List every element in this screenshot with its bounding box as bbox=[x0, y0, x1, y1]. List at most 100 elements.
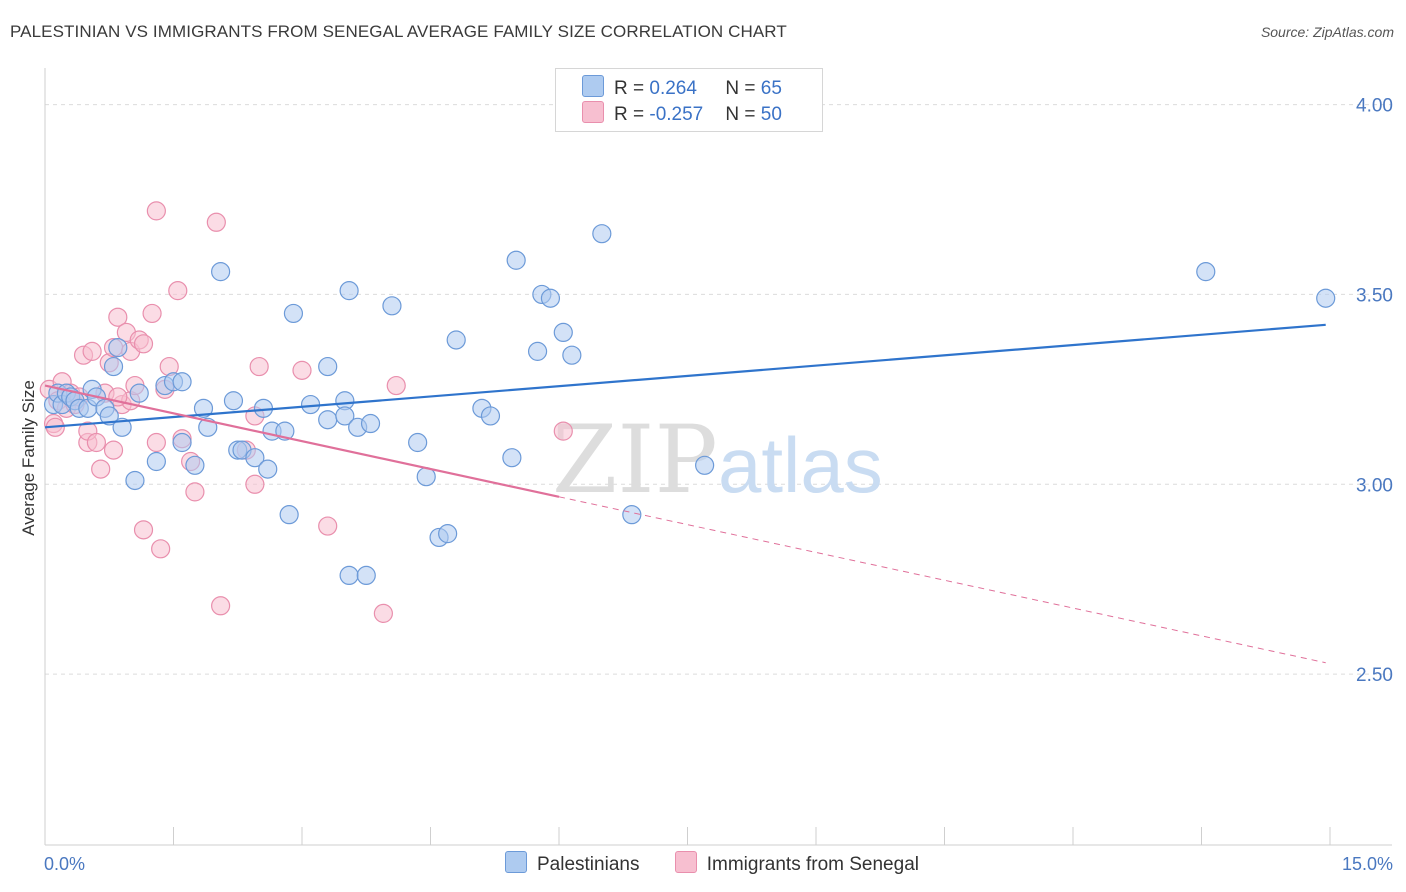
palestinian-point bbox=[283, 303, 304, 324]
legend-r-label: R = bbox=[614, 104, 650, 125]
axes bbox=[44, 68, 1392, 846]
palestinian-point bbox=[185, 455, 205, 475]
legend-row-senegal: R = -0.257 N = 50 bbox=[582, 101, 782, 127]
series-legend: Palestinians Immigrants from Senegal bbox=[505, 851, 949, 876]
tick-labels: 2.50 3.00 3.50 4.00 0.0% 15.0% bbox=[44, 96, 1393, 874]
y-axis-label: Average Family Size bbox=[19, 380, 38, 536]
legend-r-value: 0.264 bbox=[649, 78, 697, 99]
senegal-point bbox=[211, 596, 231, 616]
legend-n-label: N = bbox=[725, 104, 761, 125]
palestinian-point bbox=[129, 383, 149, 403]
palestinian-point bbox=[339, 565, 359, 586]
senegal-point bbox=[86, 432, 107, 453]
series-legend-senegal: Immigrants from Senegal bbox=[674, 851, 919, 876]
senegal-point bbox=[206, 212, 226, 232]
legend-r-label: R = bbox=[614, 78, 650, 99]
palestinian-point bbox=[592, 224, 612, 244]
watermark-atlas: atlas bbox=[718, 421, 883, 509]
trend-line-senegal bbox=[44, 384, 560, 498]
senegal-point bbox=[386, 375, 406, 396]
palestinian-point bbox=[339, 281, 359, 301]
palestinian-point bbox=[318, 410, 338, 430]
palestinian-point bbox=[540, 288, 561, 308]
palestinian-points bbox=[43, 224, 1336, 586]
palestinian-point bbox=[438, 524, 458, 544]
y-tick-label: 3.50 bbox=[1356, 285, 1393, 306]
senegal-point bbox=[133, 520, 154, 540]
senegal-point bbox=[133, 334, 154, 354]
palestinian-point bbox=[502, 448, 522, 468]
source-label: Source: ZipAtlas.com bbox=[1260, 24, 1394, 40]
y-tick-label: 3.00 bbox=[1356, 475, 1393, 496]
x-tick-label-min: 0.0% bbox=[44, 854, 85, 874]
palestinian-point bbox=[279, 505, 299, 525]
palestinian-point bbox=[356, 565, 376, 586]
y-tick-label: 4.00 bbox=[1356, 96, 1393, 117]
senegal-point bbox=[108, 307, 128, 327]
palestinian-point bbox=[211, 262, 231, 282]
senegal-point bbox=[553, 421, 573, 441]
palestinian-point bbox=[112, 417, 132, 437]
series-legend-palestinians: Palestinians bbox=[505, 851, 639, 876]
senegal-point bbox=[142, 303, 162, 324]
series-swatch-blue bbox=[505, 851, 527, 873]
senegal-point bbox=[103, 440, 124, 460]
palestinian-point bbox=[318, 356, 338, 377]
senegal-point bbox=[185, 482, 205, 502]
legend-swatch-pink bbox=[582, 101, 604, 123]
correlation-legend: R = 0.264 N = 65 R = -0.257 N = 50 bbox=[555, 68, 823, 132]
palestinian-point bbox=[622, 505, 642, 525]
palestinian-point bbox=[103, 356, 124, 377]
senegal-point bbox=[249, 356, 269, 377]
legend-r-value: -0.257 bbox=[649, 104, 704, 125]
trend-line-senegal-extension bbox=[558, 496, 1326, 664]
senegal-point bbox=[151, 539, 171, 559]
legend-swatch-blue bbox=[582, 75, 604, 97]
legend-row-palestinians: R = 0.264 N = 65 bbox=[582, 75, 782, 101]
senegal-point bbox=[82, 341, 102, 361]
palestinian-point bbox=[480, 406, 501, 426]
senegal-point bbox=[373, 603, 393, 623]
legend-n-label: N = bbox=[725, 78, 761, 99]
palestinian-point bbox=[506, 250, 526, 270]
trend-lines bbox=[44, 323, 1326, 664]
watermark: ZIP atlas bbox=[552, 406, 883, 515]
senegal-point bbox=[292, 360, 312, 380]
palestinian-point bbox=[446, 330, 466, 350]
palestinian-point bbox=[146, 451, 166, 472]
palestinian-point bbox=[1316, 288, 1336, 308]
x-tick-label-max: 15.0% bbox=[1342, 854, 1393, 874]
series-swatch-pink bbox=[674, 851, 697, 873]
grid-lines bbox=[45, 104, 1392, 675]
palestinian-point bbox=[1196, 262, 1216, 282]
senegal-point bbox=[146, 432, 166, 453]
palestinian-point bbox=[99, 406, 119, 426]
series-label: Palestinians bbox=[537, 854, 640, 875]
palestinian-point bbox=[527, 341, 548, 361]
palestinian-point bbox=[382, 296, 402, 316]
palestinian-point bbox=[553, 322, 573, 343]
chart-title: PALESTINIAN VS IMMIGRANTS FROM SENEGAL A… bbox=[10, 22, 787, 41]
palestinian-point bbox=[408, 432, 428, 453]
palestinian-point bbox=[125, 470, 145, 491]
senegal-point bbox=[245, 474, 265, 494]
senegal-point bbox=[91, 459, 111, 479]
palestinian-point bbox=[108, 337, 128, 358]
series-label: Immigrants from Senegal bbox=[706, 854, 919, 875]
palestinian-point bbox=[695, 455, 715, 475]
senegal-point bbox=[318, 516, 338, 536]
palestinian-point bbox=[245, 448, 265, 468]
senegal-point bbox=[168, 281, 188, 301]
legend-n-value: 50 bbox=[760, 104, 782, 125]
palestinian-point bbox=[172, 372, 192, 392]
palestinian-point bbox=[223, 391, 244, 411]
palestinian-point bbox=[172, 432, 192, 453]
watermark-zip: ZIP bbox=[552, 406, 718, 515]
trend-line-palestinians bbox=[44, 323, 1326, 429]
palestinian-point bbox=[258, 459, 278, 479]
senegal-point bbox=[146, 201, 166, 221]
palestinian-point bbox=[360, 413, 381, 434]
y-tick-label: 2.50 bbox=[1356, 665, 1393, 686]
palestinian-point bbox=[193, 398, 214, 418]
